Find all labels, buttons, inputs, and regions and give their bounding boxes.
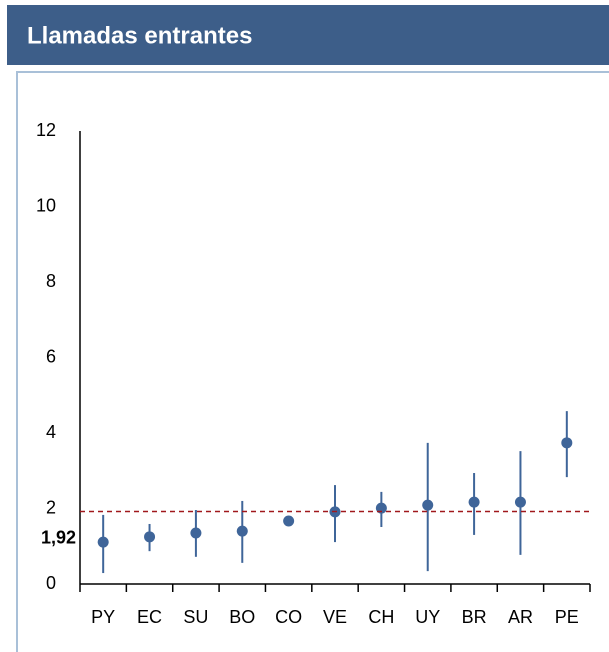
point [236,525,248,537]
y-tick-label: 8 [46,271,56,291]
y-tick-label: 4 [46,422,56,442]
y-tick-label: 2 [46,497,56,517]
x-tick-label: BR [462,607,487,627]
x-tick-label: AR [508,607,533,627]
panel-border [16,71,609,652]
chart-title: Llamadas entrantes [27,22,252,49]
point [97,536,109,548]
x-tick-label: UY [415,607,440,627]
x-tick-label: EC [137,607,162,627]
y-tick-label: 0 [46,573,56,593]
y-tick-label: 12 [36,120,56,140]
header-bar [7,5,609,65]
point [283,515,295,527]
x-tick-label: PY [91,607,115,627]
x-tick-label: SU [183,607,208,627]
x-tick-label: CH [368,607,394,627]
x-tick-label: PE [555,607,579,627]
point [422,499,434,511]
x-tick-label: BO [229,607,255,627]
point [468,496,480,508]
reference-label: 1,92 [41,527,76,547]
point [144,531,156,543]
y-tick-label: 6 [46,346,56,366]
y-tick-label: 10 [36,195,56,215]
x-tick-label: VE [323,607,347,627]
point [514,496,526,508]
x-tick-label: CO [275,607,302,627]
point [190,527,202,539]
point [561,437,573,449]
